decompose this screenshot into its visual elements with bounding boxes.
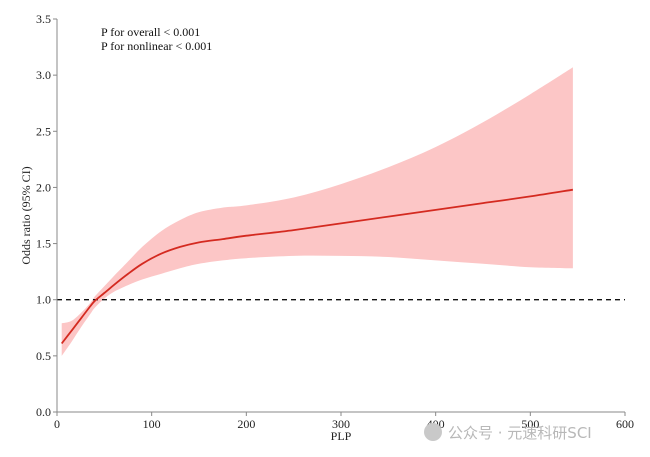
y-tick-label: 3.5 bbox=[36, 12, 51, 26]
y-tick-label: 0.0 bbox=[36, 405, 51, 419]
x-axis-ticks: 0100200300400500600 bbox=[54, 412, 634, 431]
y-tick-label: 3.0 bbox=[36, 68, 51, 82]
y-tick-label: 1.0 bbox=[36, 293, 51, 307]
wechat-icon bbox=[424, 423, 442, 441]
x-tick-label: 200 bbox=[237, 417, 255, 431]
x-tick-label: 300 bbox=[332, 417, 350, 431]
p-overall-annotation: P for overall < 0.001 bbox=[101, 25, 200, 39]
x-axis-title: PLP bbox=[331, 429, 352, 443]
y-tick-label: 2.5 bbox=[36, 124, 51, 138]
watermark: 公众号 · 元速科研SCI bbox=[424, 422, 592, 443]
confidence-interval-band bbox=[61, 67, 573, 356]
y-axis-title: Odds ratio (95% CI) bbox=[19, 166, 33, 264]
y-axis-ticks: 0.0 0.5 1.0 1.5 2.0 2.5 3.0 3.5 bbox=[36, 12, 57, 419]
y-tick-label: 0.5 bbox=[36, 349, 51, 363]
x-tick-label: 100 bbox=[143, 417, 161, 431]
y-tick-label: 1.5 bbox=[36, 237, 51, 251]
odds-ratio-line bbox=[60, 188, 574, 345]
x-tick-label: 500 bbox=[521, 417, 539, 431]
x-tick-label: 600 bbox=[616, 417, 634, 431]
y-tick-label: 2.0 bbox=[36, 180, 51, 194]
x-tick-label: 0 bbox=[54, 417, 60, 431]
watermark-text: 公众号 · 元速科研SCI bbox=[448, 424, 592, 442]
p-nonlinear-annotation: P for nonlinear < 0.001 bbox=[101, 39, 212, 53]
